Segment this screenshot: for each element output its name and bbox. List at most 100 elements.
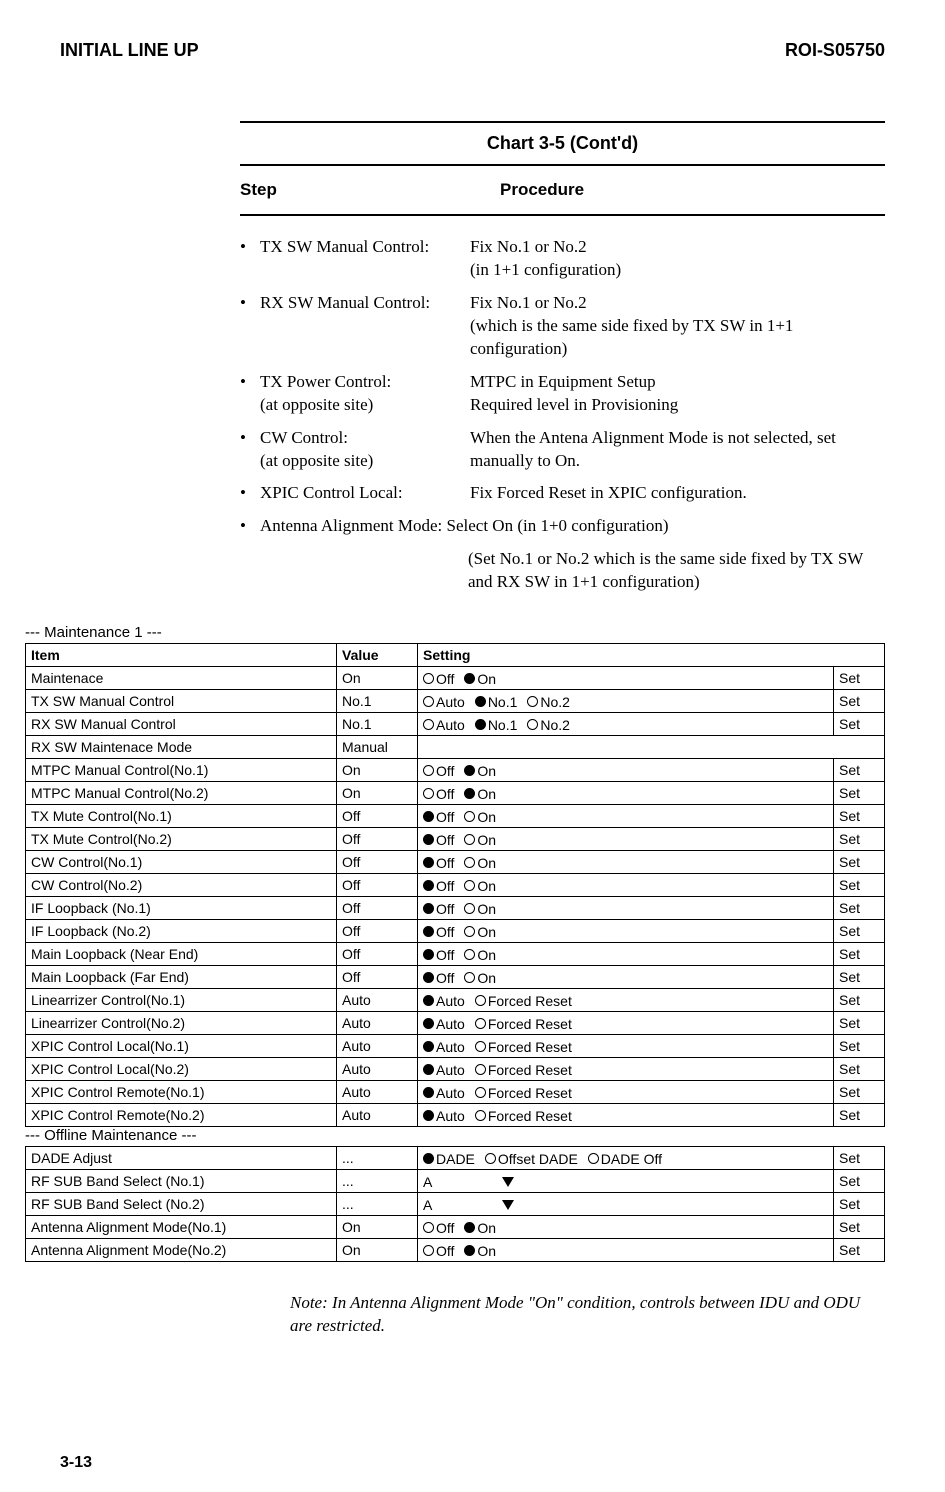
set-button[interactable]: Set <box>834 920 885 943</box>
radio-option[interactable]: On <box>464 877 506 893</box>
cell-value: ... <box>337 1170 418 1193</box>
radio-option[interactable]: Off <box>423 670 464 686</box>
set-button[interactable]: Set <box>834 713 885 736</box>
set-button[interactable]: Set <box>834 759 885 782</box>
radio-option[interactable]: On <box>464 1242 506 1258</box>
radio-option[interactable]: Off <box>423 969 464 985</box>
radio-option[interactable]: Off <box>423 900 464 916</box>
set-button[interactable]: Set <box>834 1170 885 1193</box>
table-row: XPIC Control Local(No.2)AutoAutoForced R… <box>26 1058 885 1081</box>
radio-unselected-icon <box>423 696 434 707</box>
radio-option[interactable]: Forced Reset <box>475 1084 582 1100</box>
radio-option[interactable]: Auto <box>423 1084 475 1100</box>
set-button[interactable]: Set <box>834 966 885 989</box>
set-button[interactable]: Set <box>834 851 885 874</box>
set-button[interactable]: Set <box>834 828 885 851</box>
set-button[interactable]: Set <box>834 667 885 690</box>
set-button[interactable]: Set <box>834 874 885 897</box>
radio-option[interactable]: Auto <box>423 693 475 709</box>
set-button[interactable]: Set <box>834 1035 885 1058</box>
radio-option[interactable]: On <box>464 762 506 778</box>
radio-option[interactable]: Offset DADE <box>485 1150 588 1166</box>
set-button[interactable]: Set <box>834 1104 885 1127</box>
page: INITIAL LINE UP ROI-S05750 Chart 3-5 (Co… <box>0 0 945 1492</box>
cell-value: Manual <box>337 736 418 759</box>
set-button[interactable]: Set <box>834 782 885 805</box>
radio-option[interactable]: Off <box>423 877 464 893</box>
radio-option[interactable]: On <box>464 946 506 962</box>
radio-option[interactable]: DADE Off <box>588 1150 672 1166</box>
cell-item: Linearrizer Control(No.2) <box>26 1012 337 1035</box>
radio-option[interactable]: Auto <box>423 1061 475 1077</box>
set-button[interactable]: Set <box>834 1012 885 1035</box>
radio-option[interactable]: Off <box>423 1219 464 1235</box>
radio-label: Off <box>436 901 454 917</box>
radio-option[interactable]: Off <box>423 762 464 778</box>
cell-item: TX Mute Control(No.1) <box>26 805 337 828</box>
radio-option[interactable]: On <box>464 831 506 847</box>
set-button[interactable]: Set <box>834 1147 885 1170</box>
set-button[interactable]: Set <box>834 897 885 920</box>
radio-option[interactable]: No.1 <box>475 693 528 709</box>
radio-option[interactable]: Forced Reset <box>475 992 582 1008</box>
radio-option[interactable]: On <box>464 854 506 870</box>
radio-option[interactable]: On <box>464 923 506 939</box>
radio-option[interactable]: On <box>464 670 506 686</box>
radio-unselected-icon <box>527 696 538 707</box>
radio-option[interactable]: On <box>464 1219 506 1235</box>
radio-option[interactable]: No.2 <box>527 716 580 732</box>
radio-unselected-icon <box>423 765 434 776</box>
set-button[interactable]: Set <box>834 805 885 828</box>
radio-option[interactable]: On <box>464 900 506 916</box>
set-button[interactable]: Set <box>834 1216 885 1239</box>
radio-option[interactable]: Off <box>423 785 464 801</box>
set-button[interactable]: Set <box>834 1058 885 1081</box>
radio-unselected-icon <box>475 1110 486 1121</box>
col-setting-header: Setting <box>418 644 885 667</box>
set-button[interactable]: Set <box>834 943 885 966</box>
note-prefix: Note: <box>290 1293 332 1312</box>
radio-selected-icon <box>475 719 486 730</box>
cell-item: TX SW Manual Control <box>26 690 337 713</box>
radio-selected-icon <box>423 811 434 822</box>
chevron-down-icon[interactable] <box>502 1177 514 1187</box>
radio-option[interactable]: DADE <box>423 1150 485 1166</box>
set-button[interactable]: Set <box>834 989 885 1012</box>
cell-value: On <box>337 1216 418 1239</box>
radio-option[interactable]: Forced Reset <box>475 1061 582 1077</box>
cell-item: RX SW Maintenace Mode <box>26 736 337 759</box>
radio-option[interactable]: Auto <box>423 1015 475 1031</box>
radio-option[interactable]: Forced Reset <box>475 1015 582 1031</box>
radio-option[interactable]: Auto <box>423 716 475 732</box>
radio-option[interactable]: Auto <box>423 1038 475 1054</box>
radio-option[interactable]: Forced Reset <box>475 1038 582 1054</box>
radio-option[interactable]: On <box>464 785 506 801</box>
radio-selected-icon <box>423 995 434 1006</box>
set-button[interactable]: Set <box>834 1193 885 1216</box>
radio-option[interactable]: Off <box>423 854 464 870</box>
radio-selected-icon <box>464 673 475 684</box>
set-button[interactable]: Set <box>834 1239 885 1262</box>
radio-option[interactable]: Off <box>423 923 464 939</box>
radio-option[interactable]: Off <box>423 946 464 962</box>
radio-option[interactable]: On <box>464 808 506 824</box>
bullet-marker: • <box>240 371 260 417</box>
radio-option[interactable]: Forced Reset <box>475 1107 582 1123</box>
cell-value: Auto <box>337 1081 418 1104</box>
bullet-marker: • <box>240 236 260 282</box>
radio-unselected-icon <box>423 719 434 730</box>
radio-option[interactable]: Off <box>423 808 464 824</box>
cell-value: Off <box>337 897 418 920</box>
cell-setting: OffOn <box>418 851 834 874</box>
set-button[interactable]: Set <box>834 1081 885 1104</box>
radio-option[interactable]: Auto <box>423 1107 475 1123</box>
radio-option[interactable]: On <box>464 969 506 985</box>
header-right: ROI-S05750 <box>785 40 885 61</box>
radio-option[interactable]: No.1 <box>475 716 528 732</box>
radio-option[interactable]: No.2 <box>527 693 580 709</box>
radio-option[interactable]: Off <box>423 831 464 847</box>
radio-option[interactable]: Auto <box>423 992 475 1008</box>
set-button[interactable]: Set <box>834 690 885 713</box>
radio-option[interactable]: Off <box>423 1242 464 1258</box>
chevron-down-icon[interactable] <box>502 1200 514 1210</box>
